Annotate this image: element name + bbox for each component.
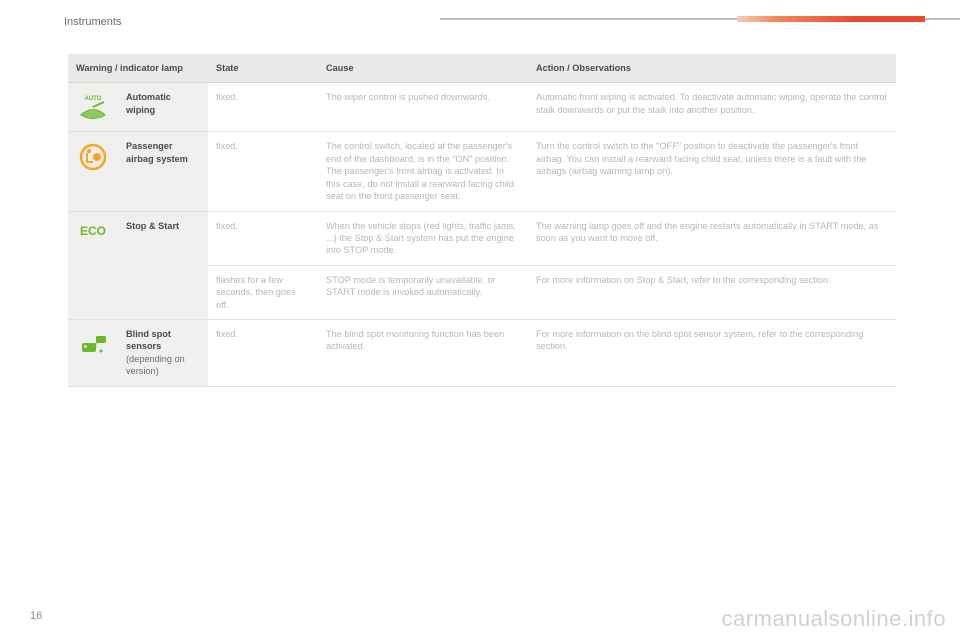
cell-icon: AUTO bbox=[68, 83, 118, 132]
wiper-auto-icon: AUTO bbox=[76, 93, 110, 123]
watermark: carmanualsonline.info bbox=[721, 606, 946, 632]
cell-label-text: Blind spot sensors bbox=[126, 329, 171, 351]
table-row: Passenger airbag system fixed. The contr… bbox=[68, 132, 896, 211]
cell-state: flashes for a few seconds, then goes off… bbox=[208, 265, 318, 319]
cell-label: Blind spot sensors (depending on version… bbox=[118, 320, 208, 387]
cell-action: Turn the control switch to the "OFF" pos… bbox=[528, 132, 896, 211]
cell-label: Automatic wiping bbox=[118, 83, 208, 132]
accent-bar bbox=[775, 16, 925, 22]
cell-label-sub: (depending on version) bbox=[126, 353, 200, 378]
header-action: Action / Observations bbox=[528, 54, 896, 83]
table-row: AUTO Automatic wiping fixed. The wiper c… bbox=[68, 83, 896, 132]
table-row: ECO Stop & Start fixed. When the vehicle… bbox=[68, 211, 896, 265]
cell-label: Stop & Start bbox=[118, 211, 208, 320]
cell-cause: When the vehicle stops (red lights, traf… bbox=[318, 211, 528, 265]
header-cause: Cause bbox=[318, 54, 528, 83]
cell-cause: The wiper control is pushed downwards. bbox=[318, 83, 528, 132]
cell-action: For more information on Stop & Start, re… bbox=[528, 265, 896, 319]
cell-label: Passenger airbag system bbox=[118, 132, 208, 211]
indicator-table-wrap: Warning / indicator lamp State Cause Act… bbox=[68, 54, 896, 387]
blind-spot-icon bbox=[76, 330, 110, 358]
table-row: Blind spot sensors (depending on version… bbox=[68, 320, 896, 387]
eco-icon: ECO bbox=[76, 222, 110, 240]
cell-action: The warning lamp goes off and the engine… bbox=[528, 211, 896, 265]
cell-state: fixed. bbox=[208, 83, 318, 132]
page-number: 16 bbox=[30, 610, 42, 622]
cell-icon bbox=[68, 132, 118, 211]
svg-text:AUTO: AUTO bbox=[85, 96, 102, 102]
section-title: Instruments bbox=[64, 16, 121, 28]
cell-icon: ECO bbox=[68, 211, 118, 320]
header-lamp: Warning / indicator lamp bbox=[68, 54, 208, 83]
indicator-table: Warning / indicator lamp State Cause Act… bbox=[68, 54, 896, 387]
cell-cause: The blind spot monitoring function has b… bbox=[318, 320, 528, 387]
cell-state: fixed. bbox=[208, 320, 318, 387]
cell-action: Automatic front wiping is activated. To … bbox=[528, 83, 896, 132]
table-header-row: Warning / indicator lamp State Cause Act… bbox=[68, 54, 896, 83]
header-state: State bbox=[208, 54, 318, 83]
cell-cause: STOP mode is temporarily unavailable. or… bbox=[318, 265, 528, 319]
cell-action: For more information on the blind spot s… bbox=[528, 320, 896, 387]
airbag-icon bbox=[78, 142, 108, 172]
svg-text:ECO: ECO bbox=[80, 224, 106, 238]
cell-icon bbox=[68, 320, 118, 387]
cell-cause: The control switch, located at the passe… bbox=[318, 132, 528, 211]
cell-state: fixed. bbox=[208, 211, 318, 265]
cell-state: fixed. bbox=[208, 132, 318, 211]
